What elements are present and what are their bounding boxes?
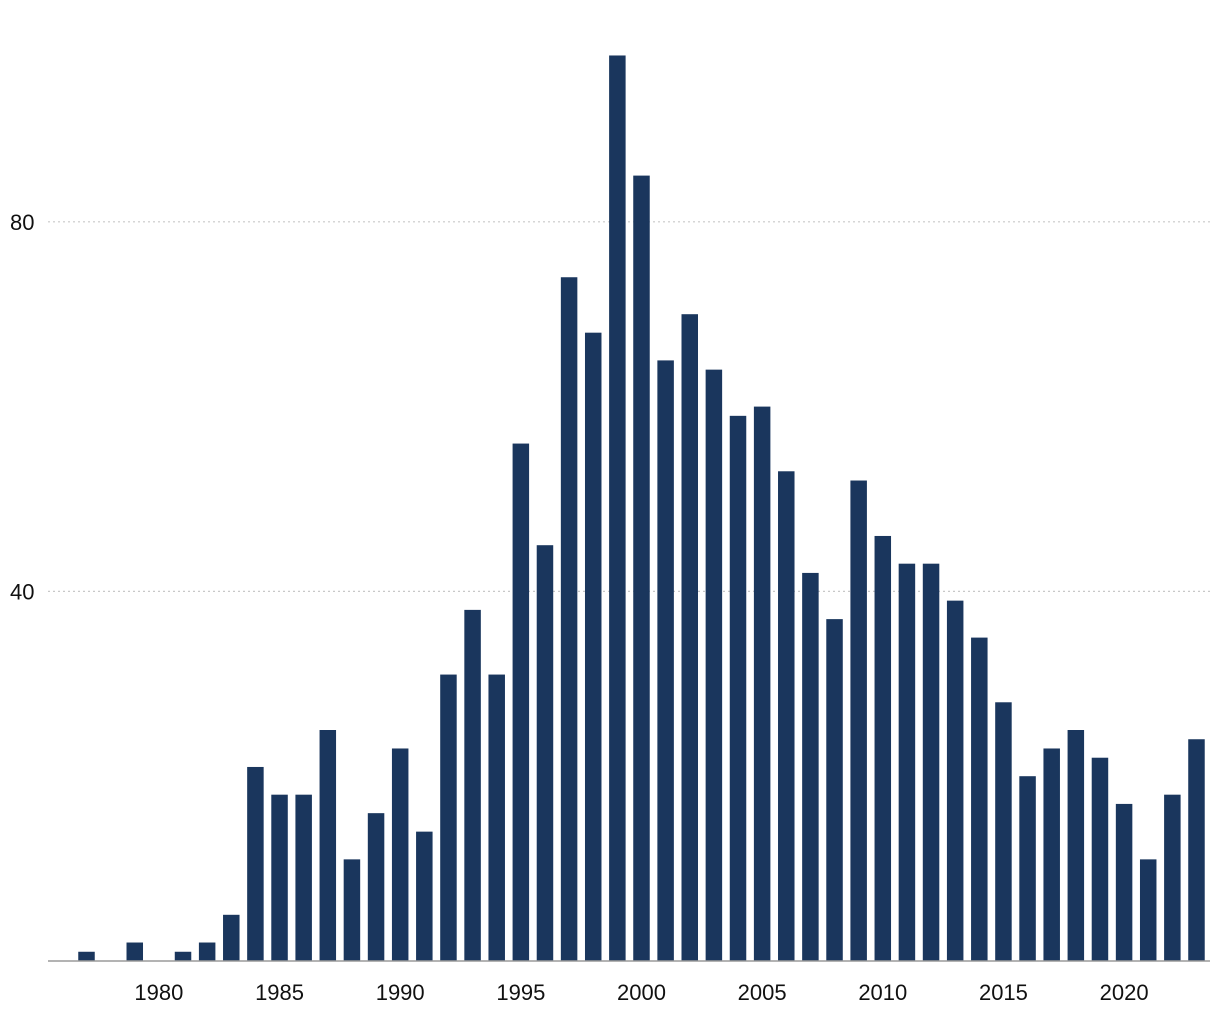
bar-2008 [826, 619, 843, 961]
bar-2012 [922, 563, 940, 961]
bar-2018 [1067, 730, 1085, 961]
bar-2011 [898, 563, 916, 961]
bar-1993 [464, 609, 481, 961]
y-tick-label: 80 [10, 210, 34, 235]
bar-2013 [946, 600, 964, 961]
bar-1989 [367, 813, 385, 961]
x-tick-label: 2005 [738, 980, 787, 1005]
bar-2010 [874, 535, 892, 961]
gridlines [48, 221, 1210, 593]
bar-1999 [609, 55, 626, 962]
y-tick-label: 40 [10, 579, 34, 604]
bar-1987 [319, 730, 337, 961]
bar-2020 [1115, 803, 1133, 961]
x-tick-label: 1980 [134, 980, 183, 1005]
bar-1997 [560, 277, 578, 961]
bar-2016 [1019, 776, 1036, 961]
bar-2006 [778, 471, 795, 961]
bar-1998 [584, 332, 602, 961]
bar-1981 [174, 951, 192, 961]
bar-2009 [850, 480, 867, 961]
bar-1977 [78, 951, 95, 961]
bar-1983 [223, 914, 240, 961]
bar-1986 [295, 794, 312, 961]
bar-2015 [995, 702, 1012, 961]
bar-1984 [247, 766, 264, 961]
bar-2001 [657, 360, 674, 961]
x-tick-label: 1995 [496, 980, 545, 1005]
bar-1982 [198, 942, 216, 961]
bar-1995 [512, 443, 530, 961]
bar-2003 [705, 369, 723, 961]
bar-1985 [271, 794, 288, 961]
bar-1996 [536, 545, 554, 961]
x-tick-label: 1990 [376, 980, 425, 1005]
x-tick-label: 1985 [255, 980, 304, 1005]
x-tick-label: 2020 [1100, 980, 1149, 1005]
bar-1990 [391, 748, 409, 961]
y-axis-ticks: 40 80 [10, 210, 34, 605]
bar-2023 [1188, 739, 1205, 961]
bar-2004 [729, 415, 747, 962]
bar-2022 [1164, 794, 1181, 961]
bar-2005 [753, 406, 771, 962]
bars [78, 55, 1205, 962]
x-tick-label: 2015 [979, 980, 1028, 1005]
bar-2014 [971, 637, 988, 961]
bar-1992 [440, 674, 457, 961]
bar-2019 [1091, 757, 1109, 961]
bar-2007 [802, 572, 819, 961]
bar-1979 [126, 942, 144, 961]
bar-2021 [1139, 859, 1157, 961]
bar-2017 [1043, 748, 1060, 961]
bar-2000 [633, 175, 650, 962]
bar-1991 [416, 831, 433, 961]
bar-2002 [681, 314, 698, 961]
x-tick-label: 2000 [617, 980, 666, 1005]
x-axis-ticks: 1980 1985 1990 1995 2000 2005 2010 2015 2020 [134, 980, 1148, 1005]
bar-1994 [488, 674, 505, 961]
x-tick-label: 2010 [858, 980, 907, 1005]
bar-1988 [343, 859, 361, 961]
